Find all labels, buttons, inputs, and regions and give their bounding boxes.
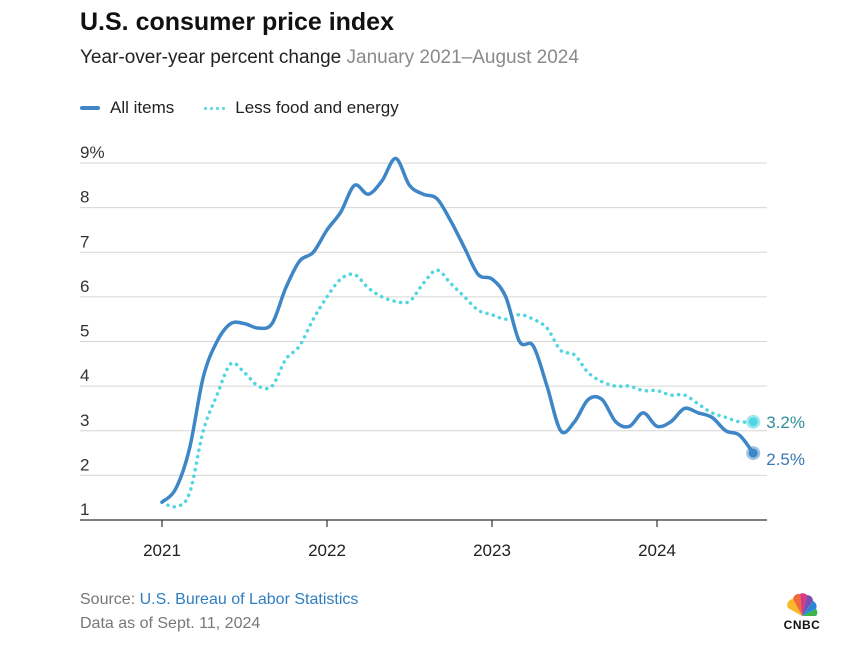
y-tick-label: 4 [80, 366, 89, 385]
legend-all-items-swatch [80, 106, 100, 110]
chart-subtitle: Year-over-year percent change January 20… [80, 47, 579, 69]
cnbc-wordmark: CNBC [783, 618, 821, 632]
y-tick-label: 3 [80, 411, 89, 430]
x-tick-label: 2021 [143, 541, 181, 560]
y-tick-label: 5 [80, 322, 89, 341]
y-tick-label: 7 [80, 232, 89, 251]
chart-legend: All items Less food and energy [80, 98, 399, 118]
peacock-icon [787, 593, 818, 616]
y-tick-label: 2 [80, 455, 89, 474]
x-tick-label: 2024 [638, 541, 676, 560]
y-tick-label: 6 [80, 277, 89, 296]
end-label-all-items: 2.5% [766, 450, 805, 469]
source-prefix: Source: [80, 591, 140, 608]
data-as-of-note: Data as of Sept. 11, 2024 [80, 615, 261, 632]
y-tick-label: 9% [80, 143, 105, 162]
end-label-less-food-and-energy: 3.2% [766, 413, 805, 432]
legend-core-label: Less food and energy [235, 98, 399, 117]
chart-title: U.S. consumer price index [80, 8, 394, 36]
y-tick-label: 8 [80, 188, 89, 207]
source-link[interactable]: U.S. Bureau of Labor Statistics [139, 591, 359, 608]
y-tick-label: 1 [80, 500, 89, 519]
series-line-all-items [160, 156, 755, 504]
end-marker-all-items-core [748, 448, 758, 458]
legend-all-items-label: All items [110, 98, 175, 117]
x-tick-label: 2022 [308, 541, 346, 560]
x-tick-label: 2023 [473, 541, 511, 560]
legend-core-swatch [204, 106, 226, 110]
subtitle-main: Year-over-year percent change [80, 47, 342, 68]
source-note: Source: U.S. Bureau of Labor Statistics [80, 591, 358, 609]
cnbc-logo: CNBC [774, 590, 830, 634]
series-line-less-food-and-energy [160, 268, 755, 509]
end-marker-less-food-and-energy-core [748, 417, 758, 427]
subtitle-range: January 2021–August 2024 [346, 47, 579, 68]
